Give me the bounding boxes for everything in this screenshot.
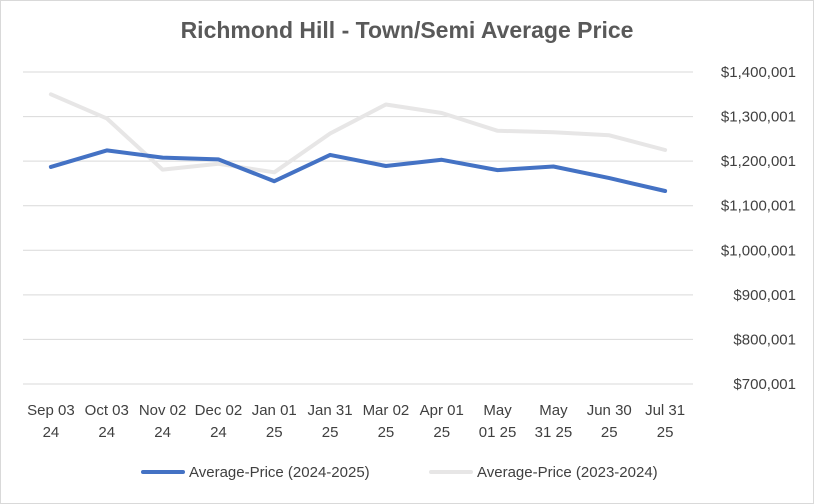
x-tick-label: 01 25: [479, 424, 517, 441]
legend-label: Average-Price (2024-2025): [189, 464, 370, 481]
y-tick-label: $1,200,001: [721, 153, 796, 170]
y-tick-label: $1,100,001: [721, 198, 796, 215]
y-tick-label: $800,001: [733, 331, 796, 348]
x-tick-label: 24: [98, 424, 115, 441]
x-tick-label: May: [539, 402, 568, 419]
x-tick-label: Oct 03: [85, 402, 129, 419]
x-tick-label: Dec 02: [195, 402, 243, 419]
x-tick-label: Jan 01: [252, 402, 297, 419]
series-lines: [48, 92, 668, 193]
legend: Average-Price (2024-2025) Average-Price (…: [141, 464, 658, 481]
x-tick-label: May: [483, 402, 512, 419]
x-tick-label: Sep 03: [27, 402, 75, 419]
x-tick-label: 24: [210, 424, 227, 441]
chart-title: Richmond Hill - Town/Semi Average Price: [180, 17, 634, 43]
x-tick-label: Apr 01: [420, 402, 464, 419]
x-tick-label: 24: [154, 424, 171, 441]
x-tick-label: Nov 02: [139, 402, 187, 419]
legend-label: Average-Price (2023-2024): [477, 464, 658, 481]
x-tick-label: 25: [657, 424, 674, 441]
y-tick-label: $1,400,001: [721, 64, 796, 81]
x-tick-label: 25: [378, 424, 395, 441]
y-axis-tick-labels: $700,001 $800,001 $900,001 $1,000,001 $1,100…: [721, 64, 796, 393]
x-axis-tick-labels: Sep 03 24 Oct 03 24 Nov 02 24 Dec 02 24 Jan 01 25…: [27, 402, 685, 441]
series-line-0: [48, 148, 668, 193]
x-tick-label: Jul 31: [645, 402, 685, 419]
y-tick-label: $1,000,001: [721, 242, 796, 259]
y-tick-label: $700,001: [733, 376, 796, 393]
x-tick-label: Jun 30: [587, 402, 632, 419]
x-tick-label: Jan 31: [308, 402, 353, 419]
y-tick-label: $1,300,001: [721, 109, 796, 126]
y-tick-label: $900,001: [733, 287, 796, 304]
x-tick-label: 24: [43, 424, 60, 441]
x-tick-label: Mar 02: [363, 402, 410, 419]
x-tick-label: 25: [601, 424, 618, 441]
x-tick-label: 25: [266, 424, 283, 441]
x-tick-label: 25: [322, 424, 339, 441]
series-line-1: [48, 92, 668, 175]
x-tick-label: 25: [433, 424, 450, 441]
x-tick-label: 31 25: [535, 424, 573, 441]
